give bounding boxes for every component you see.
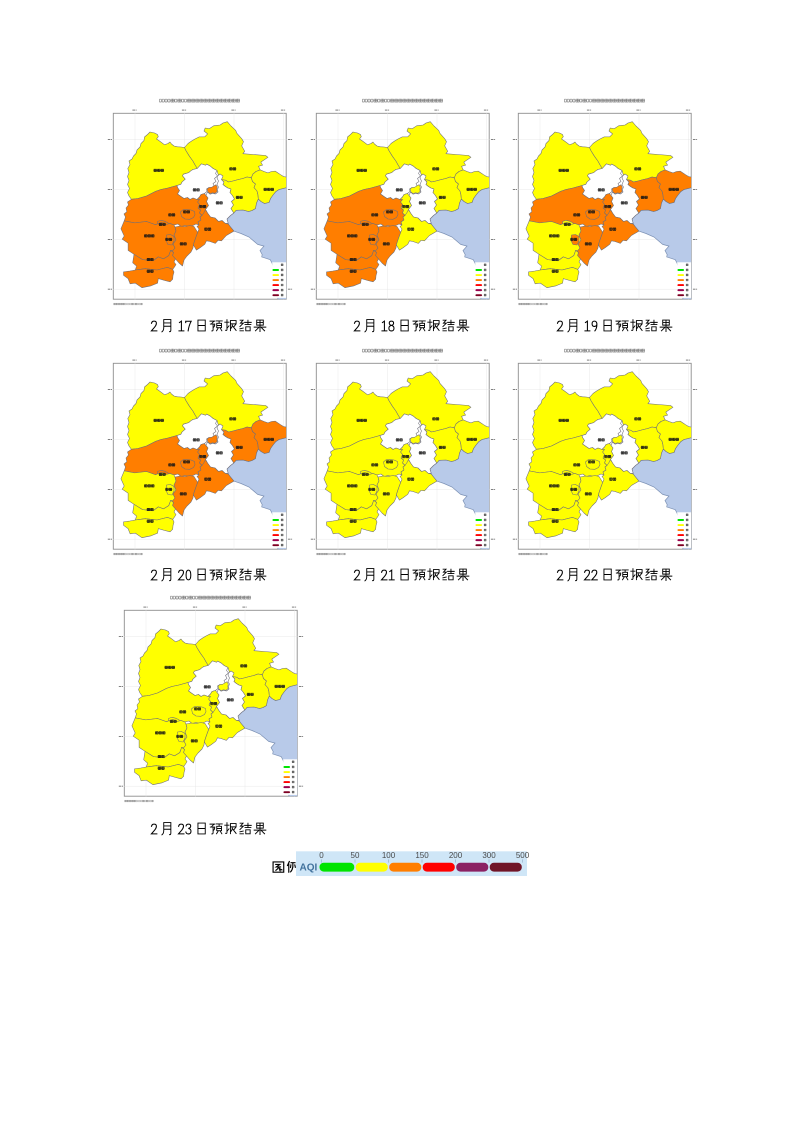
svg-text:300: 300 — [482, 851, 496, 860]
svg-text:0: 0 — [319, 851, 324, 860]
svg-text:50: 50 — [351, 851, 360, 860]
svg-text:500: 500 — [516, 851, 530, 860]
svg-text:100: 100 — [382, 851, 396, 860]
svg-text:200: 200 — [449, 851, 463, 860]
svg-text:150: 150 — [415, 851, 429, 860]
svg-text:AQI: AQI — [300, 863, 318, 874]
